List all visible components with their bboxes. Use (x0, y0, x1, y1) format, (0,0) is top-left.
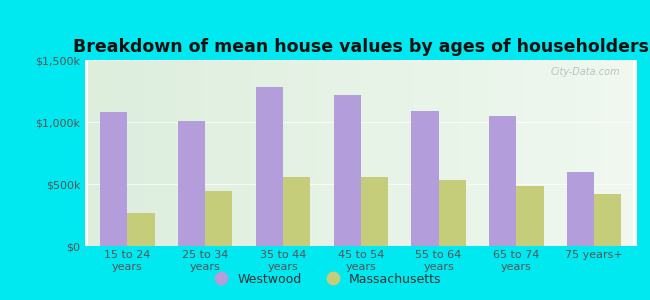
Bar (205, 191, 232, 246)
Bar (100, 112, 127, 246)
Legend: Westwood, Massachusetts: Westwood, Massachusetts (203, 268, 447, 291)
Bar (283, 177, 310, 246)
Title: Breakdown of mean house values by ages of householders: Breakdown of mean house values by ages o… (73, 38, 649, 56)
Bar (439, 180, 466, 246)
Bar (361, 177, 388, 246)
Bar (489, 116, 516, 246)
Bar (594, 194, 621, 246)
Bar (411, 111, 439, 246)
Bar (333, 95, 361, 246)
Bar (567, 172, 594, 246)
Bar (127, 212, 155, 246)
Text: City-Data.com: City-Data.com (551, 68, 620, 77)
Bar (255, 87, 283, 246)
Bar (516, 187, 543, 246)
Bar (178, 121, 205, 246)
